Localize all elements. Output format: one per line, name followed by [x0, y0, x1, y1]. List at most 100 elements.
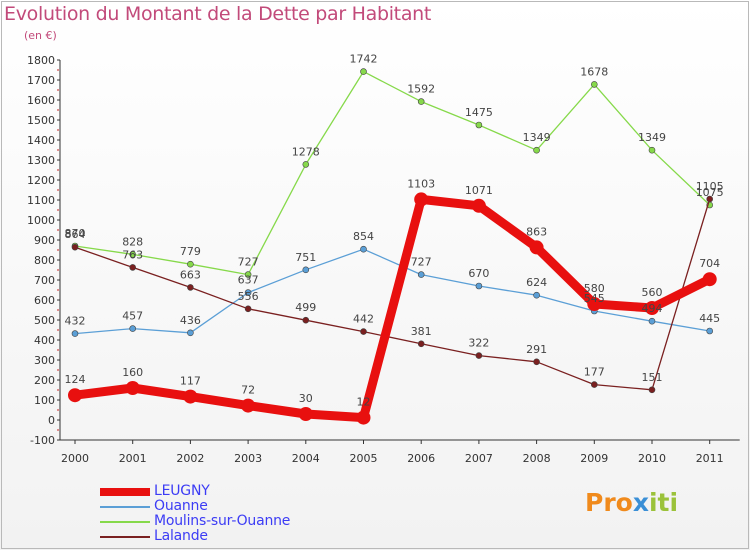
data-label-ouanne: 854	[353, 230, 374, 243]
y-tick-label: 200	[34, 374, 55, 387]
y-minor-tick	[57, 309, 59, 311]
data-label-ouanne: 457	[122, 310, 143, 323]
y-tick-label: 1700	[27, 74, 55, 87]
y-tick-label: 900	[34, 234, 55, 247]
data-label-lalande: 556	[238, 290, 259, 303]
x-tick-label: 2001	[119, 452, 147, 465]
data-label-ouanne: 545	[584, 292, 605, 305]
y-tick-label: -100	[30, 434, 55, 447]
data-label-ouanne: 494	[642, 302, 663, 315]
x-tick-label: 2003	[234, 452, 262, 465]
y-minor-tick	[57, 149, 59, 151]
data-point-leugny	[529, 240, 544, 255]
y-minor-tick	[57, 389, 59, 391]
data-label-lalande: 151	[642, 371, 663, 384]
y-minor-tick	[57, 289, 59, 291]
legend-label: Lalande	[154, 528, 208, 544]
data-point-leugny	[356, 410, 371, 425]
data-point-lalande	[302, 316, 310, 324]
data-point-moulins-sur-ouanne	[360, 68, 367, 75]
data-point-leugny	[471, 198, 486, 213]
data-point-ouanne	[302, 266, 310, 274]
data-point-leugny	[587, 297, 602, 311]
data-label-ouanne: 727	[411, 256, 432, 269]
data-point-leugny	[298, 407, 313, 421]
data-label-leugny: 580	[584, 282, 605, 295]
data-point-moulins-sur-ouanne	[417, 98, 425, 105]
data-label-leugny: 863	[526, 225, 547, 238]
data-point-ouanne	[706, 327, 714, 335]
y-tick-label: 300	[34, 354, 55, 367]
legend-label: Moulins-sur-Ouanne	[154, 513, 291, 529]
y-minor-tick	[57, 349, 59, 351]
data-point-leugny	[241, 398, 256, 413]
y-tick-label: 1600	[27, 94, 55, 107]
y-tick-label: 700	[34, 274, 55, 287]
data-point-moulins-sur-ouanne	[590, 81, 598, 88]
data-label-lalande: 322	[468, 337, 489, 350]
data-point-lalande	[590, 381, 598, 388]
x-tick-label: 2011	[696, 452, 724, 465]
y-minor-tick	[57, 229, 59, 231]
data-label-leugny: 1071	[465, 184, 493, 197]
data-point-lalande	[129, 264, 136, 271]
data-point-ouanne	[71, 330, 79, 337]
data-label-moulins-sur-ouanne: 1349	[638, 131, 666, 144]
data-point-lalande	[71, 243, 79, 251]
y-tick-label: 100	[34, 394, 55, 407]
x-tick-label: 2007	[465, 452, 493, 465]
legend-item: Lalande	[100, 528, 360, 544]
data-label-leugny: 124	[65, 373, 86, 386]
data-point-lalande	[706, 195, 714, 203]
data-label-moulins-sur-ouanne: 1349	[523, 131, 551, 144]
data-point-moulins-sur-ouanne	[244, 271, 252, 278]
x-tick-label: 2008	[523, 452, 551, 465]
data-point-leugny	[125, 381, 140, 395]
x-tick-label: 2006	[407, 452, 435, 465]
legend-swatch	[100, 488, 150, 496]
data-point-moulins-sur-ouanne	[533, 146, 540, 154]
brand-logo-part: x	[632, 488, 649, 517]
y-minor-tick	[57, 189, 59, 191]
y-minor-tick	[57, 249, 59, 251]
data-point-ouanne	[244, 289, 252, 296]
legend-swatch	[100, 506, 150, 508]
y-tick-label: 1000	[27, 214, 55, 227]
data-point-ouanne	[417, 271, 425, 278]
y-tick-label: 500	[34, 314, 55, 327]
data-label-moulins-sur-ouanne: 727	[238, 256, 259, 269]
brand-logo-part: iti	[648, 488, 679, 517]
x-tick-label: 2005	[350, 452, 378, 465]
data-label-leugny: 1103	[407, 177, 435, 190]
brand-logo-part: Pro	[585, 488, 633, 517]
legend-item: LEUGNY	[100, 483, 360, 499]
legend-swatch	[100, 536, 150, 538]
data-label-moulins-sur-ouanne: 1475	[465, 106, 493, 119]
legend-swatch	[100, 521, 150, 523]
y-tick-label: 1100	[27, 194, 55, 207]
data-label-ouanne: 751	[295, 251, 316, 264]
data-label-leugny: 30	[299, 392, 313, 405]
y-minor-tick	[57, 89, 59, 91]
data-point-ouanne	[129, 325, 136, 332]
y-minor-tick	[57, 69, 59, 71]
data-label-lalande: 442	[353, 313, 374, 326]
data-label-ouanne: 445	[699, 312, 720, 325]
data-label-leugny: 704	[699, 257, 720, 270]
data-point-ouanne	[648, 317, 656, 325]
data-label-ouanne: 637	[238, 274, 259, 287]
data-label-moulins-sur-ouanne: 1075	[696, 186, 724, 199]
data-point-moulins-sur-ouanne	[475, 121, 483, 129]
data-point-moulins-sur-ouanne	[187, 260, 194, 268]
data-label-lalande: 763	[122, 248, 143, 261]
data-label-lalande: 381	[411, 325, 432, 338]
data-label-lalande: 291	[526, 343, 547, 356]
data-label-moulins-sur-ouanne: 779	[180, 245, 201, 258]
x-tick-label: 2000	[61, 452, 89, 465]
y-minor-tick	[57, 209, 59, 211]
y-tick-label: 1800	[27, 54, 55, 67]
y-tick-label: 1400	[27, 134, 55, 147]
data-point-lalande	[244, 305, 252, 313]
